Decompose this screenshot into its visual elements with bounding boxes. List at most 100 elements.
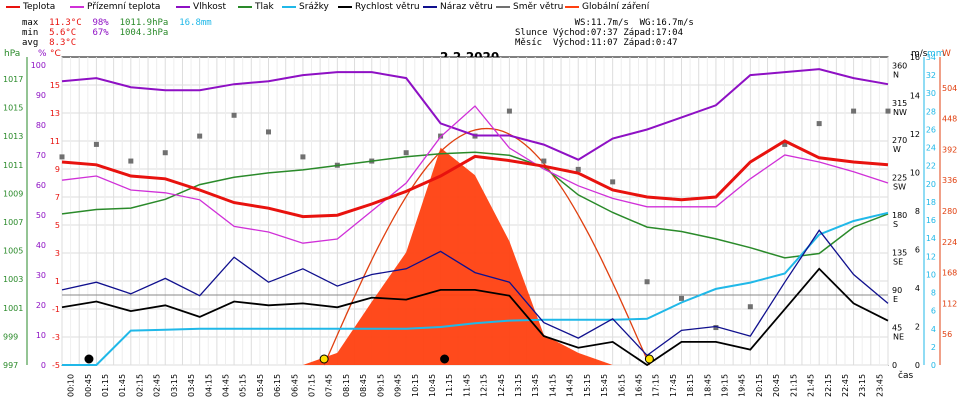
c-tick-label: -1 xyxy=(52,305,60,314)
mm-tick-label: 30 xyxy=(926,89,936,98)
legend-label: Rychlost větru xyxy=(355,2,420,12)
legend-item: Globální záření xyxy=(565,2,649,12)
wind-direction-point xyxy=(128,158,134,164)
pct-tick-label: 20 xyxy=(36,301,46,310)
mm-tick-label: 24 xyxy=(926,144,936,153)
mm-tick-label: 18 xyxy=(926,198,936,207)
w-tick-label: 392 xyxy=(942,145,957,154)
hpa-tick-label: 1013 xyxy=(3,132,23,141)
time-tick-label: 02:45 xyxy=(153,374,162,397)
legend-item: Rychlost větru xyxy=(338,2,420,12)
series-srazky xyxy=(62,211,889,366)
mm-tick-label: 6 xyxy=(931,307,936,316)
legend-swatch xyxy=(238,5,252,8)
ms-tick-label: 16 xyxy=(910,53,920,62)
axis-label-w: W xyxy=(942,49,951,59)
series-naraz-vetru xyxy=(61,229,889,357)
wind-direction-point xyxy=(197,133,203,139)
time-tick-label: 01:45 xyxy=(118,374,127,397)
time-tick-label: 08:45 xyxy=(359,374,368,397)
legend-label: Směr větru xyxy=(513,2,564,12)
time-tick-label: 05:15 xyxy=(239,374,248,397)
time-tick-label: 21:15 xyxy=(789,374,798,397)
w-tick-label: 112 xyxy=(942,299,957,308)
c-tick-label: 7 xyxy=(55,193,60,202)
series-tlak xyxy=(61,151,889,259)
series-rychlost-vetru xyxy=(61,267,889,367)
w-tick-label: 224 xyxy=(942,238,957,247)
axis-label-hpa: hPa xyxy=(4,49,20,59)
theoretical-radiation-curve xyxy=(323,127,650,366)
time-tick-label: 20:15 xyxy=(755,374,764,397)
legend-label: Tlak xyxy=(255,2,274,12)
mm-tick-label: 20 xyxy=(926,180,936,189)
dir-name-label: N xyxy=(893,70,899,79)
mm-tick-label: 0 xyxy=(931,361,936,370)
dir-name-label: SW xyxy=(893,183,906,192)
sunrise-marker xyxy=(319,354,329,364)
time-tick-label: 12:45 xyxy=(497,374,506,397)
wind-direction-point xyxy=(885,108,891,114)
mm-tick-label: 8 xyxy=(931,289,936,298)
time-tick-label: 17:45 xyxy=(669,374,678,397)
ms-tick-label: 12 xyxy=(910,130,920,139)
wind-direction-point xyxy=(162,150,168,156)
axis-label-pct: % xyxy=(38,49,47,59)
wind-direction-point xyxy=(300,154,306,160)
dir-name-label: W xyxy=(893,145,901,154)
time-tick-label: 16:15 xyxy=(617,374,626,397)
hpa-tick-label: 1007 xyxy=(3,218,23,227)
dir-tick-label: 135 xyxy=(892,249,907,258)
hpa-tick-label: 999 xyxy=(3,332,18,341)
wind-direction-point xyxy=(747,304,753,310)
mm-tick-label: 22 xyxy=(926,162,936,171)
time-tick-label: 14:45 xyxy=(566,374,575,397)
wind-direction-point xyxy=(403,150,409,156)
legend-swatch xyxy=(496,5,510,8)
time-tick-label: 22:45 xyxy=(841,374,850,397)
time-tick-label: 12:15 xyxy=(480,374,489,397)
axis-label-ms: m/s xyxy=(911,49,928,59)
dir-name-label: NE xyxy=(893,333,904,342)
time-tick-label: 00:45 xyxy=(84,374,93,397)
time-tick-label: 07:15 xyxy=(308,374,317,397)
wind-direction-point xyxy=(93,141,99,147)
ms-tick-label: 2 xyxy=(915,323,920,332)
legend-item: Srážky xyxy=(282,2,329,12)
wind-direction-point xyxy=(610,179,616,185)
legend-item: Směr větru xyxy=(496,2,563,12)
time-tick-label: 14:15 xyxy=(548,374,557,397)
time-tick-label: 16:45 xyxy=(634,374,643,397)
time-tick-label: 10:15 xyxy=(411,374,420,397)
time-tick-label: 05:45 xyxy=(256,374,265,397)
moonset-marker xyxy=(84,354,94,364)
c-tick-label: 15 xyxy=(50,81,60,90)
dir-name-label: S xyxy=(893,220,898,229)
legend-swatch xyxy=(6,5,20,8)
time-tick-label: 01:15 xyxy=(101,374,110,397)
c-tick-label: 11 xyxy=(50,137,60,146)
wind-direction-point xyxy=(575,166,581,172)
time-tick-label: 13:45 xyxy=(531,374,540,397)
pct-tick-label: 0 xyxy=(41,361,46,370)
c-tick-label: 3 xyxy=(55,249,60,258)
mm-tick-label: 14 xyxy=(926,234,936,243)
sunset-marker xyxy=(644,354,654,364)
legend-item: Vlhkost xyxy=(176,2,226,12)
legend-swatch xyxy=(565,5,579,8)
dir-name-label: SE xyxy=(893,258,903,267)
time-tick-label: 11:45 xyxy=(462,374,471,397)
c-tick-label: 1 xyxy=(55,277,60,286)
pct-tick-label: 90 xyxy=(36,91,46,100)
dir-tick-label: 270 xyxy=(892,136,907,145)
legend-label: Srážky xyxy=(299,2,329,12)
w-tick-label: 56 xyxy=(942,330,952,339)
series-teplota xyxy=(61,139,889,219)
hpa-tick-label: 1011 xyxy=(3,161,23,170)
stats-block: max 11.3°C 98% 1011.9hPa 16.8mm min 5.6°… xyxy=(22,18,212,48)
time-tick-label: 11:15 xyxy=(445,374,454,397)
mm-tick-label: 28 xyxy=(926,107,936,116)
time-tick-label: 03:45 xyxy=(187,374,196,397)
x-axis-label: čas xyxy=(898,370,913,381)
